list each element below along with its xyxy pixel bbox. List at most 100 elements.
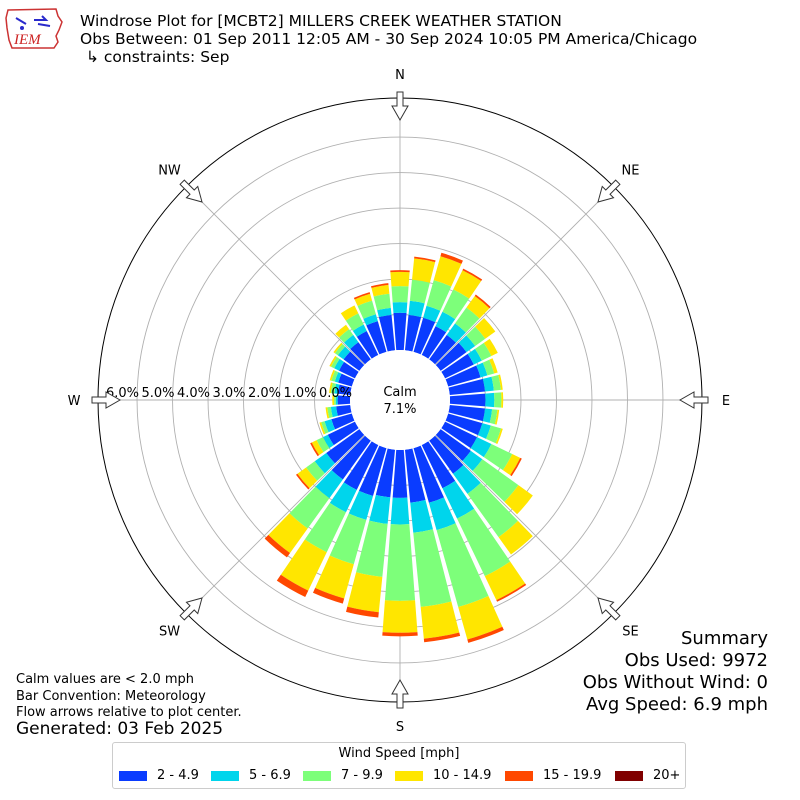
bar-dir-40-bin-4 xyxy=(474,294,491,309)
grid-spoke-225 xyxy=(186,399,401,614)
radial-tick-label-2: 2.0% xyxy=(248,386,281,401)
bar-dir-350-bin-0 xyxy=(378,314,396,352)
bar-dir-320-bin-2 xyxy=(339,329,354,343)
bar-dir-350-bin-4 xyxy=(370,283,389,288)
bar-dir-350-bin-1 xyxy=(377,307,392,318)
bar-dir-20-bin-2 xyxy=(426,280,452,311)
bar-dir-280-bin-0 xyxy=(337,384,352,396)
bar-dir-110-bin-3 xyxy=(495,428,503,444)
bar-dir-100-bin-3 xyxy=(494,409,500,425)
radial-tick-label-0: 0.0% xyxy=(319,386,352,401)
bar-dir-240-bin-4 xyxy=(310,442,320,457)
bar-dir-50-bin-0 xyxy=(435,342,467,371)
bar-dir-160-bin-2 xyxy=(436,523,489,608)
legend-swatch-bin-3 xyxy=(395,770,423,781)
weather-symbols-icon xyxy=(15,15,51,27)
bar-dir-310-bin-0 xyxy=(343,351,365,371)
bar-dir-70-bin-3 xyxy=(489,358,498,374)
bar-dir-80-bin-3 xyxy=(498,374,503,390)
bar-dir-20-bin-3 xyxy=(433,256,462,287)
iem-logo-text: IEM xyxy=(13,32,42,48)
bar-dir-310-bin-1 xyxy=(337,346,351,360)
bar-dir-90-bin-0 xyxy=(449,393,486,407)
bar-dir-320-bin-0 xyxy=(350,342,371,365)
bar-dir-90-bin-2 xyxy=(494,392,502,408)
bar-dir-170-bin-3 xyxy=(420,601,460,639)
bar-dir-110-bin-2 xyxy=(486,425,502,444)
bar-dir-20-bin-4 xyxy=(440,252,463,264)
bar-dir-100-bin-2 xyxy=(489,409,498,425)
bar-dir-320-bin-1 xyxy=(344,334,359,349)
bar-dir-130-bin-0 xyxy=(435,429,471,461)
obs-between-line: Obs Between: 01 Sep 2011 12:05 AM - 30 S… xyxy=(80,30,698,48)
bar-dir-160-bin-4 xyxy=(467,626,504,643)
bar-dir-170-bin-0 xyxy=(404,448,426,503)
bar-dir-80-bin-1 xyxy=(482,376,494,392)
flow-arrow-n-icon xyxy=(391,91,409,122)
bar-dir-140-bin-0 xyxy=(429,435,464,474)
bar-dir-330-bin-2 xyxy=(345,313,364,331)
bar-dir-240-bin-3 xyxy=(311,440,324,456)
bar-dir-10-bin-0 xyxy=(404,314,422,352)
bar-dir-140-bin-3 xyxy=(498,520,533,555)
bar-dir-250-bin-2 xyxy=(321,421,329,434)
flow-arrow-se-icon xyxy=(597,597,621,621)
flow-arrow-shape xyxy=(179,597,203,621)
summary-panel: Summary Obs Used: 9972 Obs Without Wind:… xyxy=(583,628,768,716)
bar-dir-290-bin-1 xyxy=(334,372,342,383)
bar-dir-160-bin-1 xyxy=(428,497,456,531)
radial-tick-label-3: 3.0% xyxy=(212,386,245,401)
bar-dir-240-bin-1 xyxy=(322,434,334,449)
bar-dir-70-bin-1 xyxy=(476,362,488,378)
bar-dir-200-bin-1 xyxy=(348,490,374,520)
bar-dir-350-bin-2 xyxy=(373,293,391,311)
bar-dir-200-bin-3 xyxy=(315,555,354,599)
bar-dir-210-bin-3 xyxy=(280,539,327,591)
flow-arrow-e-icon xyxy=(678,391,709,409)
legend-label-bin-0: 2 - 4.9 xyxy=(157,768,199,783)
summary-obs-used: Obs Used: 9972 xyxy=(624,650,768,671)
calm-label: Calm xyxy=(383,385,416,400)
grid-spoke-45 xyxy=(399,186,614,401)
bar-dir-300-bin-0 xyxy=(338,361,359,379)
flow-arrow-s-icon xyxy=(391,678,409,709)
legend-label-bin-5: 20+ xyxy=(653,768,681,783)
bar-dir-150-bin-2 xyxy=(457,508,511,577)
flow-arrows-note: Flow arrows relative to plot center. xyxy=(16,705,242,720)
bar-dir-110-bin-1 xyxy=(477,423,491,439)
bar-dir-30-bin-2 xyxy=(442,289,470,320)
legend-item-bin-0: 2 - 4.9 xyxy=(119,768,199,783)
legend-swatch-bin-1 xyxy=(211,770,239,781)
bar-dir-130-bin-2 xyxy=(472,459,519,502)
bar-dir-270-bin-1 xyxy=(335,395,338,405)
bar-dir-30-bin-4 xyxy=(462,268,483,281)
legend-label-bin-3: 10 - 14.9 xyxy=(433,768,492,783)
flow-arrow-nw-icon xyxy=(179,179,203,203)
bar-dir-310-bin-2 xyxy=(334,344,346,356)
bar-dir-190-bin-3 xyxy=(347,572,383,613)
bar-dir-320-bin-3 xyxy=(335,324,350,338)
summary-heading: Summary xyxy=(681,628,768,649)
bar-dir-50-bin-3 xyxy=(475,317,496,339)
bar-convention-note: Bar Convention: Meteorology xyxy=(16,689,206,704)
bar-dir-270-bin-0 xyxy=(337,395,351,405)
flow-arrow-w-icon xyxy=(91,391,122,409)
bar-dir-270-bin-3 xyxy=(332,394,335,406)
bar-dir-0-bin-4 xyxy=(390,270,410,273)
bar-dir-30-bin-3 xyxy=(453,270,482,299)
radial-tick-label-5: 5.0% xyxy=(141,386,174,401)
bar-dir-140-bin-1 xyxy=(453,465,481,494)
bar-dir-40-bin-0 xyxy=(429,334,456,365)
legend-label-bin-4: 15 - 19.9 xyxy=(543,768,602,783)
bar-dir-190-bin-0 xyxy=(375,448,396,498)
bar-dir-150-bin-0 xyxy=(421,441,456,489)
bar-dir-220-bin-2 xyxy=(289,486,330,529)
bar-dir-220-bin-1 xyxy=(315,470,343,499)
bar-dir-200-bin-2 xyxy=(329,513,367,565)
bar-dir-100-bin-0 xyxy=(448,404,486,422)
calm-value: 7.1% xyxy=(383,402,416,417)
legend-swatch-bin-0 xyxy=(119,770,147,781)
bar-dir-300-bin-3 xyxy=(329,355,337,367)
bar-dir-300-bin-2 xyxy=(330,356,340,369)
direction-label-ne: NE xyxy=(622,164,640,179)
